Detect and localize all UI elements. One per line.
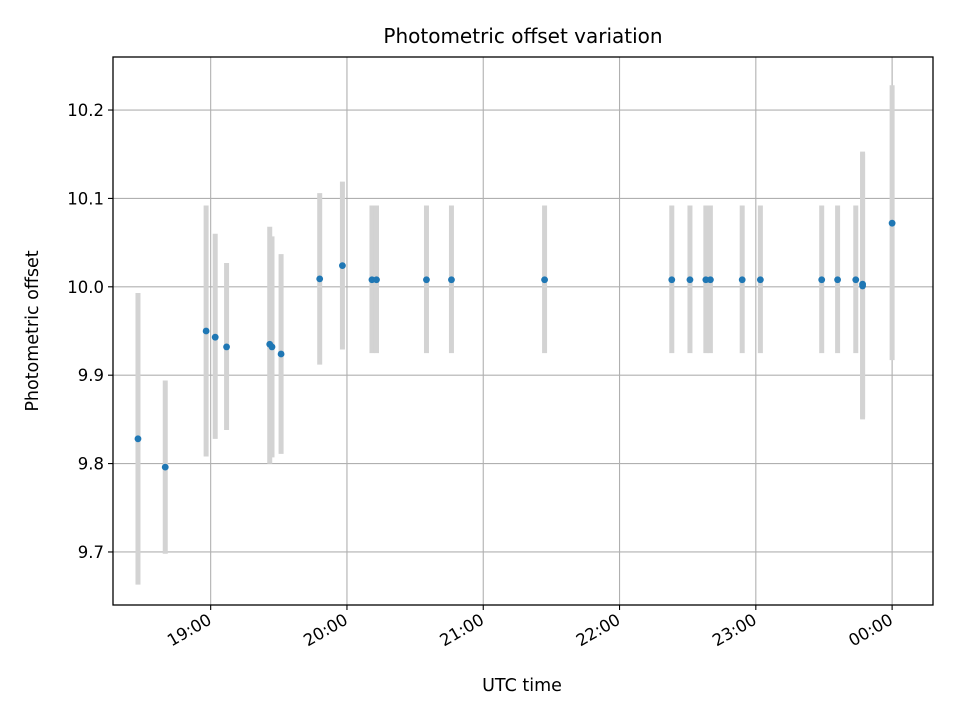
data-point: [738, 276, 746, 284]
data-point: [541, 276, 548, 284]
data-point: [202, 327, 210, 335]
data-point: [888, 219, 896, 227]
y-axis-label: Photometric offset: [23, 250, 43, 411]
data-point: [134, 435, 142, 443]
data-point: [834, 276, 841, 284]
data-point: [211, 333, 219, 341]
data-point: [859, 282, 866, 290]
plot-frame: [112, 56, 934, 606]
data-point: [818, 276, 826, 284]
y-axis-ticks: 9.7 9.8 9.9 10.0 10.1 10.2: [67, 101, 113, 562]
data-point: [686, 276, 694, 284]
y-tick-label: 9.8: [78, 455, 104, 474]
data-point: [373, 276, 380, 284]
data-point: [268, 343, 276, 351]
data-point: [339, 262, 346, 269]
y-tick-label: 10.1: [67, 189, 104, 208]
data-point: [423, 276, 430, 284]
chart-title: Photometric offset variation: [383, 24, 662, 48]
data-point: [756, 276, 764, 284]
data-point: [316, 275, 324, 283]
data-point: [668, 276, 676, 284]
data-point: [223, 343, 230, 351]
data-point: [448, 276, 455, 284]
data-point: [852, 276, 860, 284]
y-tick-label: 9.9: [78, 366, 104, 385]
data-point: [277, 350, 285, 358]
x-axis-label: UTC time: [482, 676, 562, 696]
data-point: [706, 276, 714, 284]
y-tick-label: 10.0: [67, 278, 104, 297]
y-tick-label: 10.2: [67, 101, 104, 120]
data-point: [161, 463, 169, 471]
data-points: [134, 219, 896, 471]
y-tick-label: 9.7: [78, 543, 104, 562]
